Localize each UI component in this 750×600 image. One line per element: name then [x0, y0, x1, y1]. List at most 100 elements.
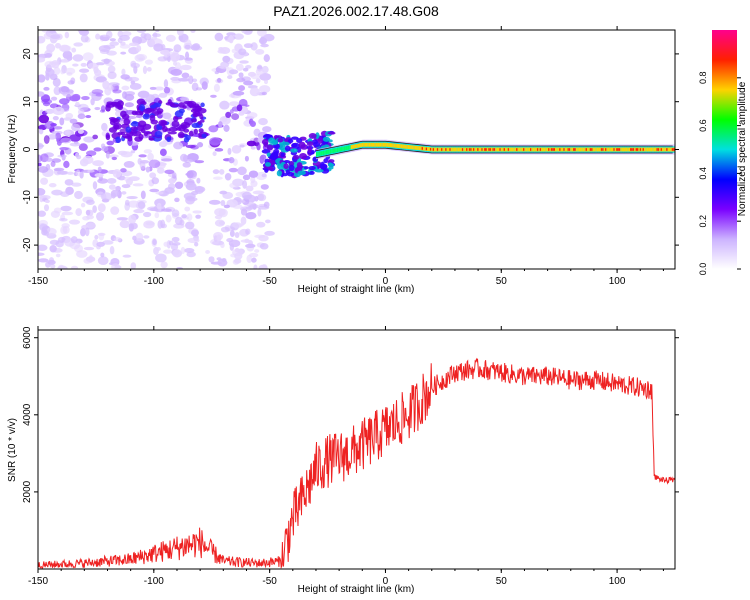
ridge-core — [511, 147, 514, 152]
spectrogram-cell — [181, 214, 187, 219]
snr-panel: -150 -100 -50 0 50 100 2000 4000 6000 Height of… — [7, 326, 679, 595]
spectrogram-cell — [173, 141, 183, 150]
ridge-core — [315, 152, 318, 157]
spectrogram-cell — [134, 54, 146, 62]
spectrogram-cell — [237, 166, 247, 176]
spectrogram-cell — [66, 171, 74, 175]
spectrogram-cell — [90, 98, 95, 106]
x-tick-label: 0 — [383, 276, 389, 287]
ridge-core — [443, 147, 446, 152]
spectrogram-cell — [219, 169, 225, 175]
ridge-core — [339, 147, 342, 152]
spectrogram-cell — [242, 179, 248, 189]
spectrogram-cell — [186, 170, 194, 179]
colorbar-axis: 0.0 0.2 0.4 0.6 0.8 — [698, 72, 741, 275]
ridge-core — [447, 147, 450, 152]
ridge-core — [513, 147, 515, 152]
spectrogram-cell — [87, 169, 95, 173]
ridge-core — [471, 147, 474, 152]
spectrogram-cell — [296, 162, 303, 168]
spectrogram-cell — [120, 51, 127, 55]
ridge-core — [334, 148, 336, 153]
ridge-core — [662, 147, 664, 152]
spectrogram-y-label: Frequency (Hz) — [7, 115, 18, 184]
ridge-core — [646, 147, 649, 152]
spectrogram-cell — [191, 122, 200, 128]
spectrogram-cell — [110, 206, 120, 215]
spectrogram-cell — [109, 38, 116, 42]
spectrogram-cell — [284, 145, 291, 152]
spectrogram-cell — [139, 161, 146, 170]
snr-x-axis: -150 -100 -50 0 50 100 — [28, 326, 664, 587]
spectrogram-cell — [213, 176, 223, 180]
spectrogram-cell — [38, 162, 42, 167]
spectrogram-cell — [53, 126, 63, 130]
spectrogram-cell — [65, 112, 74, 119]
spectrogram-cell — [163, 241, 170, 247]
spectrogram-cell — [172, 249, 183, 258]
ridge-core — [375, 142, 378, 147]
spectrogram-cell — [106, 178, 117, 184]
spectrogram-cell — [277, 137, 284, 143]
ridge-core — [428, 147, 431, 152]
spectrogram-cell — [249, 252, 259, 258]
spectrogram-cell — [155, 191, 164, 195]
spectrogram-cell — [171, 172, 177, 179]
spectrogram-cell — [160, 158, 173, 162]
ridge-core — [457, 147, 460, 152]
ridge-core — [420, 146, 422, 151]
spectrogram-cell — [131, 121, 138, 125]
ridge-core — [606, 147, 609, 152]
ridge-core — [331, 149, 333, 154]
spectrogram-cell — [103, 44, 116, 49]
spectrogram-cell — [52, 77, 61, 87]
spectrogram-cell — [92, 205, 97, 213]
spectrogram-cell — [258, 117, 268, 126]
ridge-core — [603, 147, 606, 152]
x-tick-label: 100 — [609, 276, 626, 287]
spectrogram-cell — [137, 120, 147, 128]
spectrogram-cell — [296, 147, 302, 153]
spectrogram-cell — [240, 208, 248, 216]
ridge-core — [625, 147, 628, 152]
spectrogram-cell — [87, 62, 99, 69]
spectrogram-cell — [132, 183, 144, 187]
ridge-core — [321, 151, 324, 156]
spectrogram-cell — [153, 102, 162, 108]
spectrogram-cell — [296, 138, 303, 144]
spectrogram-cell — [282, 141, 290, 146]
spectrogram-cell — [80, 34, 89, 43]
ridge-core — [641, 147, 643, 152]
ridge-core — [542, 147, 545, 152]
spectrogram-cell — [92, 134, 99, 140]
spectrogram-cell — [111, 156, 117, 161]
ridge-core — [322, 150, 325, 155]
spectrogram-cell — [263, 54, 270, 63]
y-tick-label: -20 — [22, 237, 33, 252]
spectrogram-cell — [117, 175, 126, 181]
spectrogram-cell — [210, 94, 217, 98]
spectrogram-cell — [50, 210, 60, 218]
ridge-core — [584, 147, 586, 152]
spectrogram-cell — [38, 35, 46, 44]
spectrogram-cell — [229, 243, 235, 251]
spectrogram-cell — [106, 50, 117, 56]
spectrogram-marks — [38, 30, 675, 269]
spectrogram-cell — [163, 249, 173, 254]
y-tick-label: 10 — [22, 96, 33, 108]
ridge-core — [346, 145, 349, 150]
spectrogram-cell — [105, 151, 111, 159]
spectrogram-cell — [60, 68, 65, 75]
spectrogram-cell — [256, 221, 266, 228]
spectrogram-cell — [164, 169, 175, 175]
ridge-core — [446, 147, 449, 152]
spectrogram-cell — [61, 211, 74, 216]
spectrogram-cell — [75, 101, 80, 107]
spectrogram-cell — [77, 103, 89, 111]
spectrogram-cell — [50, 160, 56, 168]
spectrogram-cell — [255, 67, 264, 76]
ridge-core — [454, 147, 457, 152]
spectrogram-cell — [115, 136, 121, 144]
spectrogram-cell — [102, 240, 114, 245]
spectrogram-cell — [185, 195, 195, 205]
